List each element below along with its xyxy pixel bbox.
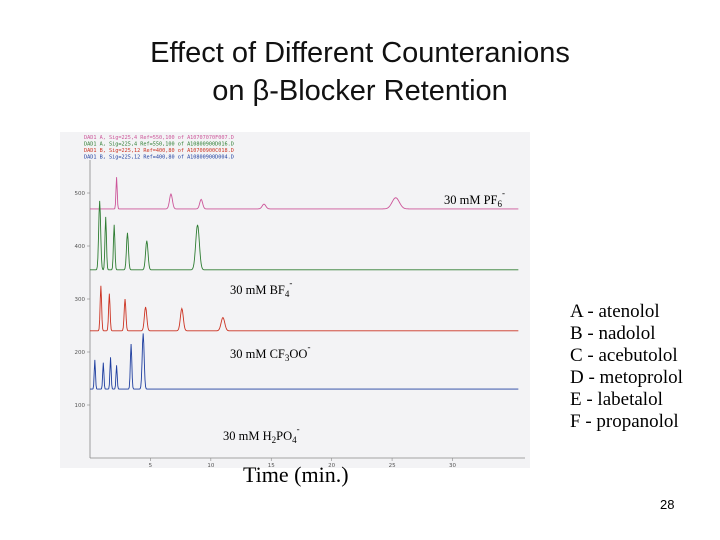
analyte-legend: A - atenolol B - nadolol C - acebutolol …: [570, 301, 683, 433]
y-tick-label: 300: [75, 297, 86, 303]
legend-item-d: D - metoprolol: [570, 367, 683, 388]
x-tick-label: 25: [389, 463, 396, 468]
title-line-1: Effect of Different Counteranions: [150, 37, 570, 69]
trace-line-3: [90, 285, 519, 332]
trace-label-1: 30 mM PF6-: [444, 188, 505, 209]
x-tick-label: 15: [268, 463, 275, 468]
y-tick-label: 200: [75, 350, 86, 356]
legend-item-e: E - labetalol: [570, 389, 663, 410]
page-number: 28: [660, 497, 675, 512]
trace-label-4: 30 mM H2PO4-: [223, 424, 300, 445]
x-tick-label: 10: [207, 463, 214, 468]
x-tick-label: 20: [328, 463, 335, 468]
y-tick-label: 400: [75, 244, 86, 250]
traces: [90, 177, 519, 390]
x-tick-label: 30: [449, 463, 456, 468]
header-line: DAD1 A, Sig=225,4 Ref=550,100 of A108009…: [84, 142, 234, 148]
plot-background: [60, 132, 530, 468]
legend-item-a: A - atenolol: [570, 301, 660, 322]
trace-labels: 30 mM PF6- 30 mM BF4- 30 mM CF3OO- 30 mM H2…: [223, 188, 505, 445]
slide-title: Effect of Different Counteranions on β-B…: [0, 34, 720, 110]
trace-line-2: [90, 200, 519, 271]
axes: 100 200 300 400 500 5 10 15 20 25 30: [75, 160, 525, 468]
y-tick-label: 100: [75, 403, 86, 409]
legend-item-c: C - acebutolol: [570, 345, 678, 366]
title-line-2: on β-Blocker Retention: [212, 75, 508, 107]
x-axis-label: Time (min.): [243, 462, 349, 487]
legend-item-b: B - nadolol: [570, 323, 656, 344]
y-tick-label: 500: [75, 191, 86, 197]
x-tick-label: 5: [149, 463, 153, 468]
chromatogram-chart: DAD1 A, Sig=225,4 Ref=550,100 of A107070…: [60, 132, 530, 468]
file-header-lines: DAD1 A, Sig=225,4 Ref=550,100 of A107070…: [84, 135, 234, 161]
header-line: DAD1 B, Sig=225,12 Ref=400,80 of A107009…: [84, 148, 234, 154]
trace-line-4: [90, 333, 519, 390]
trace-label-3: 30 mM CF3OO-: [230, 342, 310, 363]
header-line: DAD1 B, Sig=225,12 Ref=400,80 of A108009…: [84, 155, 234, 161]
trace-line-1: [90, 177, 519, 210]
trace-label-2: 30 mM BF4-: [230, 278, 292, 299]
header-line: DAD1 A, Sig=225,4 Ref=550,100 of A107070…: [84, 135, 234, 141]
legend-item-f: F - propanolol: [570, 411, 679, 432]
